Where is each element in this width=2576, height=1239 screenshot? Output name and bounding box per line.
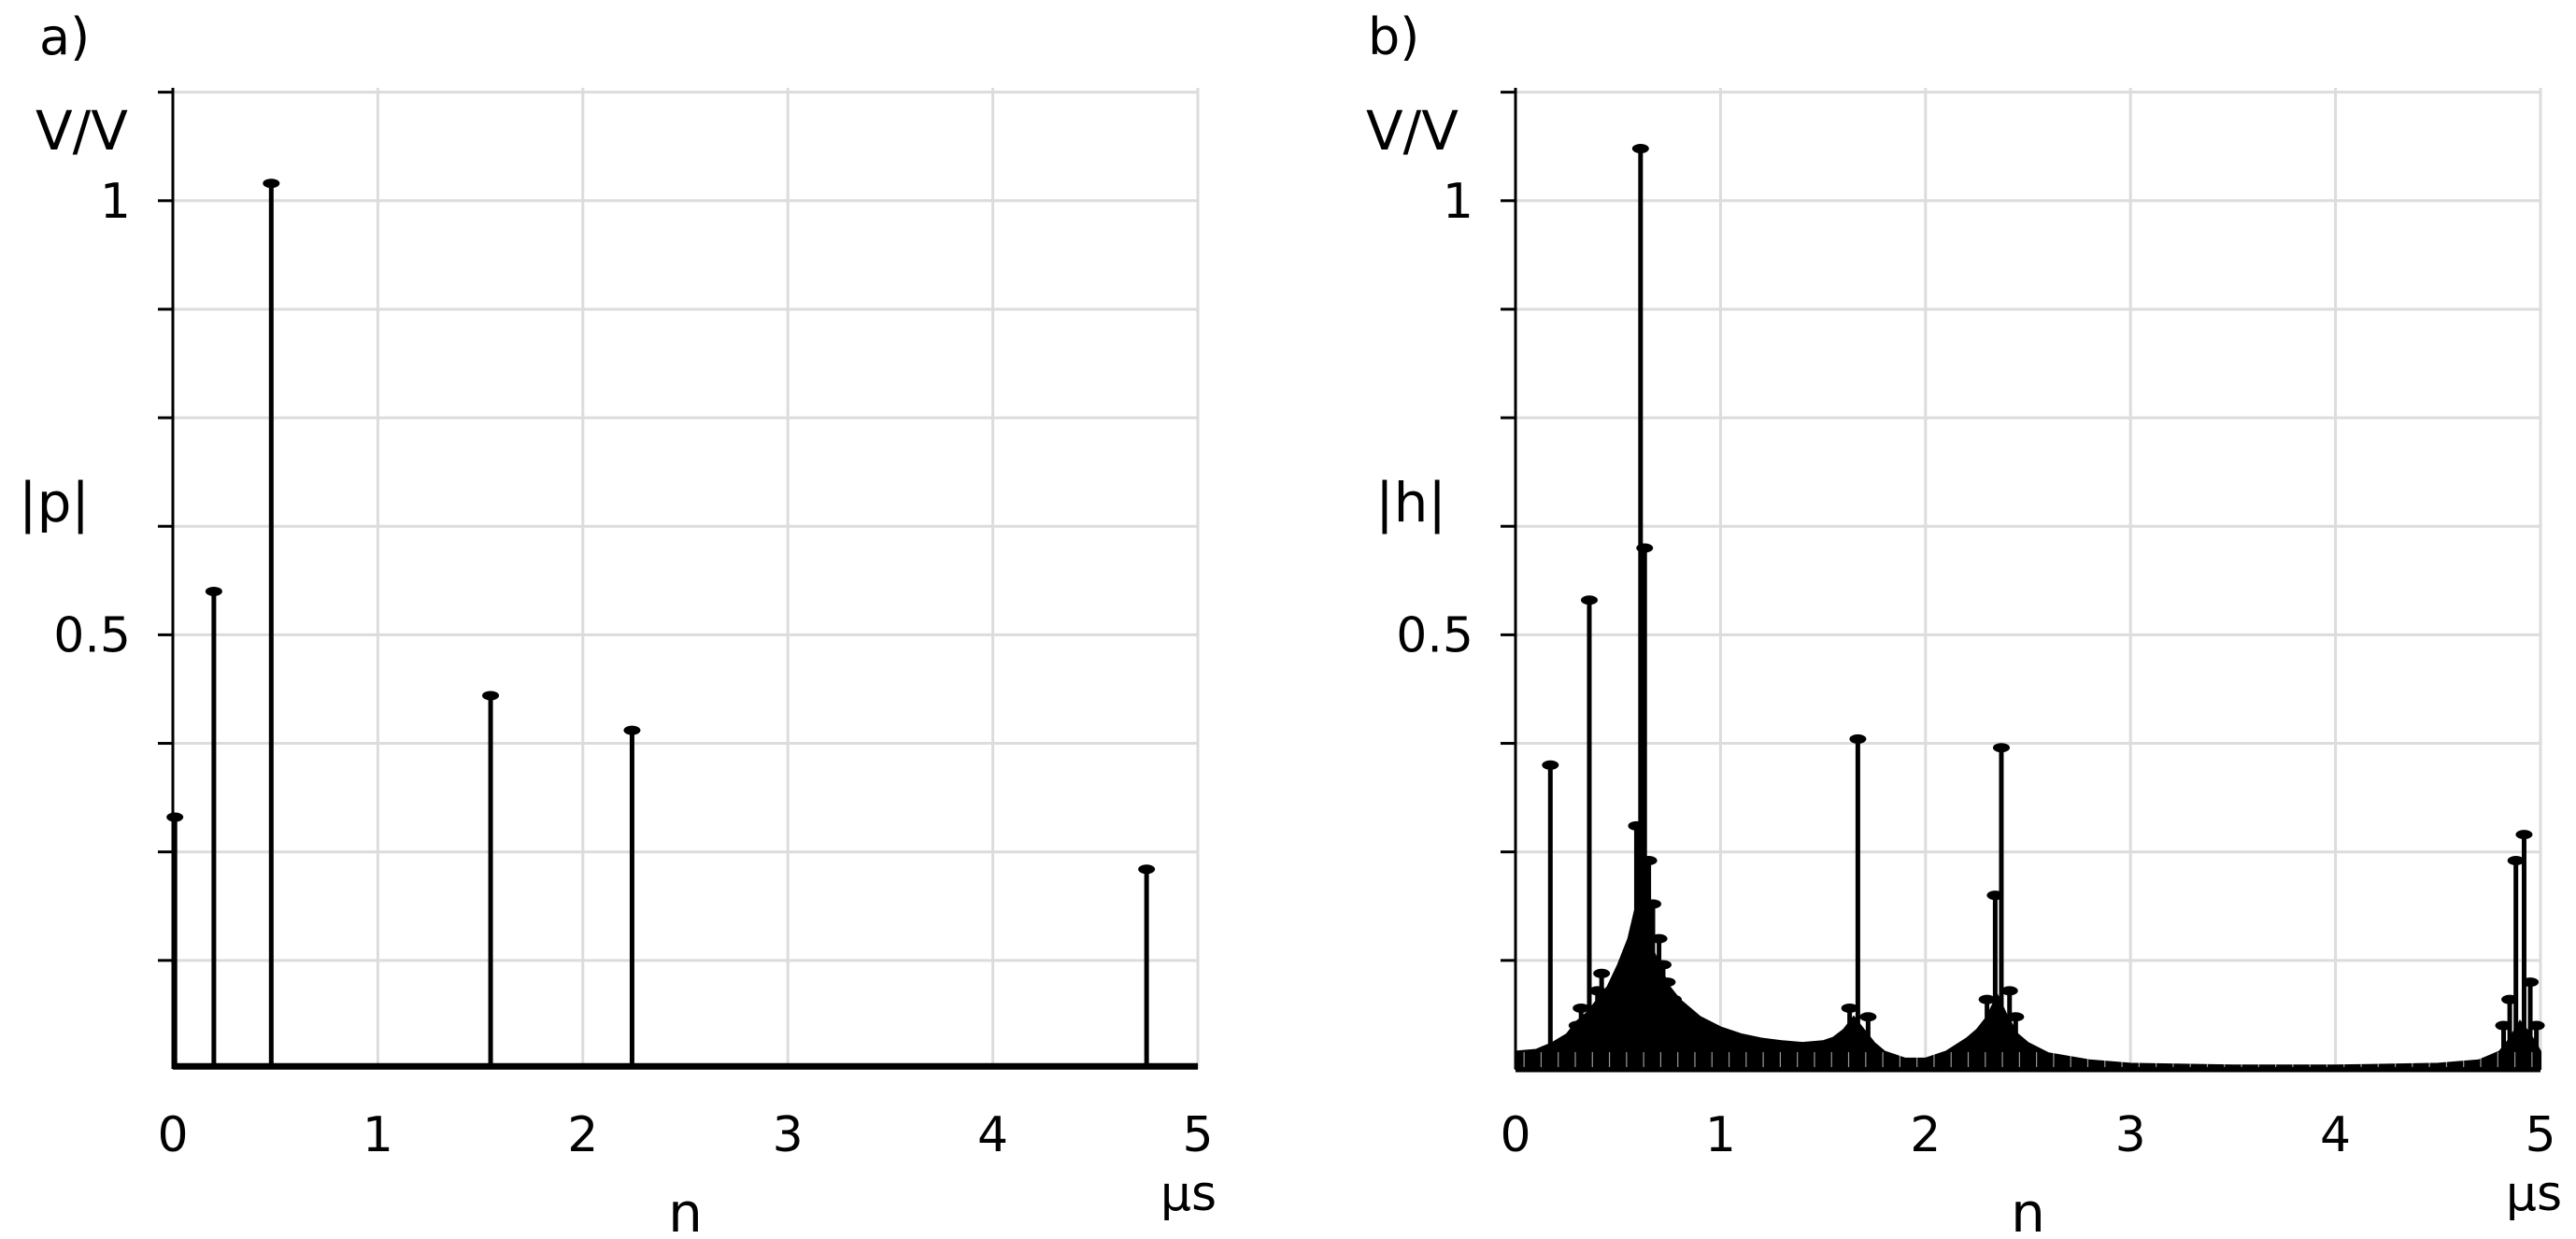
stem-marker [1654, 960, 1672, 970]
stem-marker [1859, 1012, 1877, 1022]
x-tick-label: 4 [977, 1107, 1008, 1163]
stem-marker [2522, 977, 2540, 988]
stem-marker [1679, 1020, 1697, 1031]
stem-marker [2527, 1020, 2545, 1031]
stem-marker [1601, 1012, 1618, 1022]
stem-marker [205, 586, 222, 596]
stem-marker [1573, 1003, 1590, 1013]
stem-marker [1593, 968, 1611, 978]
panel-a-label: a) [39, 7, 90, 66]
panel-b-tick-labels: 0 1 2 3 4 5 0.5 1 [1396, 174, 2555, 1163]
stem-marker [2515, 830, 2533, 840]
panel-a-chart: 0 1 2 3 4 5 0.5 1 a) V/V |p| n µs [19, 7, 1217, 1239]
panel-b-x-axis-label: n [2011, 1181, 2045, 1239]
stem-marker [1978, 994, 1996, 1004]
panel-b-axes [1501, 88, 2540, 1073]
panel-b-grid [1516, 88, 2542, 1069]
panel-a-y-axis-label: |p| [19, 471, 90, 534]
stem-marker [1671, 1012, 1688, 1022]
panel-a-unit-label: V/V [36, 99, 128, 163]
y-tick-label: 1 [100, 174, 131, 230]
x-tick-label: 5 [1182, 1107, 1213, 1163]
stem-marker [166, 812, 184, 822]
stem-marker [1841, 1003, 1858, 1013]
panel-a-x-unit-label: µs [1160, 1166, 1217, 1222]
x-tick-label: 4 [2320, 1107, 2351, 1163]
panel-b-label: b) [1368, 7, 1419, 66]
stem-marker [1640, 855, 1658, 865]
stem-marker [1631, 144, 1649, 154]
x-tick-label: 1 [1705, 1107, 1736, 1163]
x-tick-label: 2 [567, 1107, 598, 1163]
stem-marker [1644, 899, 1661, 909]
stem-marker [1580, 595, 1598, 605]
y-tick-label: 1 [1443, 174, 1473, 230]
stem-marker [1664, 994, 1682, 1004]
x-tick-label: 0 [157, 1107, 188, 1163]
stem-marker [1992, 743, 2010, 753]
x-tick-label: 3 [2115, 1107, 2146, 1163]
stem-marker [1658, 977, 1676, 988]
stem-marker [1636, 543, 1654, 553]
panel-a-tick-labels: 0 1 2 3 4 5 0.5 1 [53, 174, 1213, 1163]
stem-marker [1650, 933, 1668, 944]
stem-marker [1588, 986, 1606, 996]
panel-b-stems [1542, 144, 2545, 1069]
stem-marker [1138, 864, 1156, 875]
stem-marker [2507, 855, 2525, 865]
panel-b-unit-label: V/V [1366, 99, 1459, 163]
x-tick-label: 3 [773, 1107, 804, 1163]
stem-marker [1542, 760, 1559, 770]
panel-b-y-axis-label: |h| [1375, 471, 1446, 534]
panel-b-x-unit-label: µs [2506, 1166, 2562, 1222]
panel-b-chart: 0 1 2 3 4 5 0.5 1 b) V/V |h| n µs [1366, 7, 2562, 1239]
stem-marker [623, 725, 641, 735]
x-tick-label: 5 [2525, 1107, 2555, 1163]
panel-a-axes [158, 88, 1198, 1070]
panel-a-grid [173, 88, 1200, 1069]
stem-marker [2007, 1012, 2025, 1022]
stem-marker [263, 178, 280, 189]
stem-marker [1849, 733, 1867, 744]
y-tick-label: 0.5 [53, 607, 131, 663]
x-tick-label: 2 [1910, 1107, 1941, 1163]
stem-marker [482, 691, 500, 701]
panel-a-x-axis-label: n [668, 1181, 703, 1239]
x-tick-label: 1 [363, 1107, 393, 1163]
stem-marker [2000, 986, 2018, 996]
y-tick-label: 0.5 [1396, 607, 1473, 663]
panel-a-stems [166, 178, 1156, 1069]
x-tick-label: 0 [1500, 1107, 1530, 1163]
